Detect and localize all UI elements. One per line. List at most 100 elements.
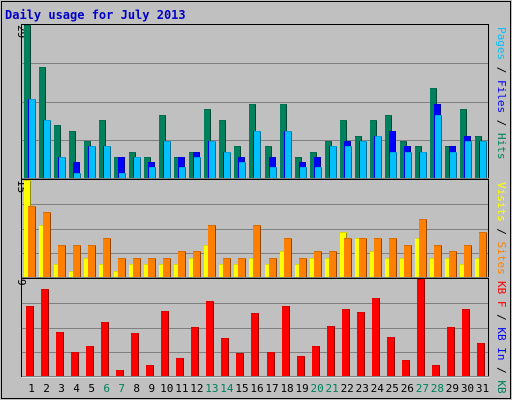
- bar-kb-f-day-27: [417, 279, 425, 376]
- bar-pages-day-16: [254, 131, 261, 178]
- bar-visits-day-8: [129, 264, 136, 277]
- x-tick-label: 24: [371, 382, 385, 395]
- bar-kb-f-day-4: [71, 352, 79, 376]
- bar-visits-day-5: [84, 258, 91, 277]
- legend-separator: /: [495, 361, 508, 381]
- bar-visits-day-19: [295, 264, 302, 277]
- bar-kb-f-day-28: [432, 365, 440, 376]
- x-tick-label: 10: [160, 382, 173, 395]
- x-tick-label: 8: [133, 382, 140, 395]
- bar-hits-day-1: [24, 25, 31, 178]
- legend-separator: /: [495, 60, 508, 80]
- legend-kb-out: KB Out: [495, 380, 508, 400]
- bar-sites-day-21: [329, 251, 337, 277]
- bar-hits-day-11: [174, 157, 181, 178]
- bar-visits-day-1: [24, 180, 31, 277]
- bar-kb-f-day-7: [116, 370, 124, 376]
- bar-kb-f-day-8: [131, 333, 139, 376]
- bar-pages-day-27: [420, 152, 427, 178]
- bar-visits-day-20: [310, 258, 317, 277]
- bar-pages-day-1: [29, 99, 36, 178]
- bar-pages-day-22: [345, 146, 352, 178]
- bar-sites-day-8: [133, 258, 141, 277]
- bar-sites-day-13: [208, 225, 216, 277]
- panel-3: 9 KB F / KB In / KB Out: [15, 278, 508, 400]
- bar-files-day-7: [118, 157, 125, 178]
- bar-visits-day-6: [99, 264, 106, 277]
- bar-pages-day-12: [194, 157, 201, 178]
- bar-sites-day-4: [73, 245, 81, 277]
- series-sites: [28, 206, 487, 277]
- bar-files-day-4: [73, 162, 80, 178]
- bar-pages-day-17: [270, 167, 277, 178]
- bar-sites-day-7: [118, 258, 126, 277]
- legend-hits: Hits: [495, 133, 508, 160]
- bar-kb-f-day-19: [297, 356, 305, 376]
- series-legend: Visits / Sites: [495, 182, 508, 275]
- bar-pages-day-20: [315, 167, 322, 178]
- legend-kb-in: KB In: [495, 327, 508, 360]
- legend-separator: /: [495, 113, 508, 133]
- bar-sites-day-30: [464, 245, 472, 277]
- bar-hits-day-16: [249, 104, 256, 178]
- bar-sites-day-12: [193, 251, 201, 277]
- bar-hits-day-17: [265, 146, 272, 178]
- legend-sites: Sites: [495, 242, 508, 275]
- bar-visits-day-31: [475, 258, 482, 277]
- x-tick-label: 31: [476, 382, 489, 395]
- bar-pages-day-9: [149, 167, 156, 178]
- bar-visits-day-10: [159, 264, 166, 277]
- bar-sites-day-1: [28, 206, 36, 277]
- bar-visits-day-11: [174, 264, 181, 277]
- x-tick-label: 1: [28, 382, 35, 395]
- bar-sites-day-28: [434, 245, 442, 277]
- series-legend: KB F / KB In / KB Out: [495, 281, 508, 400]
- bar-pages-day-5: [89, 146, 96, 178]
- bar-kb-f-day-18: [282, 306, 290, 376]
- x-tick-label: 16: [250, 382, 263, 395]
- x-tick-label: 14: [220, 382, 234, 395]
- bar-hits-day-30: [460, 109, 467, 178]
- bar-kb-f-day-12: [191, 327, 199, 376]
- series-legend: Pages / Files / Hits: [495, 27, 508, 160]
- bar-pages-day-3: [59, 157, 66, 178]
- bar-pages-day-7: [119, 173, 126, 178]
- legend-separator: /: [495, 222, 508, 242]
- bar-hits-day-2: [39, 67, 46, 178]
- bar-kb-f-day-31: [477, 343, 485, 376]
- bar-visits-day-29: [445, 258, 452, 277]
- bar-kb-f-day-25: [387, 337, 395, 376]
- bar-hits-day-13: [204, 109, 211, 178]
- bar-visits-day-9: [144, 264, 151, 277]
- bar-sites-day-22: [344, 238, 352, 277]
- bar-hits-day-26: [400, 141, 407, 178]
- x-tick-label: 27: [416, 382, 429, 395]
- x-tick-label: 3: [58, 382, 65, 395]
- bar-kb-f-day-2: [41, 289, 49, 376]
- bar-hits-day-5: [84, 141, 91, 178]
- x-tick-label: 15: [235, 382, 248, 395]
- bar-hits-day-8: [129, 152, 136, 178]
- bar-pages-day-13: [209, 141, 216, 178]
- bar-sites-day-19: [299, 258, 307, 277]
- y-max-label: 9: [15, 279, 28, 286]
- bar-kb-f-day-1: [26, 306, 34, 376]
- bar-kb-f-day-6: [101, 322, 109, 376]
- bar-kb-f-day-20: [312, 346, 320, 376]
- series-kb-f: [26, 279, 485, 376]
- bar-visits-day-13: [204, 245, 211, 277]
- legend-files: Files: [495, 80, 508, 113]
- x-tick-label: 21: [326, 382, 339, 395]
- bar-visits-day-16: [249, 258, 256, 277]
- bar-sites-day-29: [449, 251, 457, 277]
- x-tick-label: 7: [118, 382, 125, 395]
- bar-visits-day-12: [189, 258, 196, 277]
- bar-pages-day-26: [405, 152, 412, 178]
- x-tick-label: 11: [175, 382, 188, 395]
- chart-title: Daily usage for July 2013: [5, 8, 186, 22]
- bar-visits-day-14: [219, 264, 226, 277]
- bar-pages-day-30: [465, 141, 472, 178]
